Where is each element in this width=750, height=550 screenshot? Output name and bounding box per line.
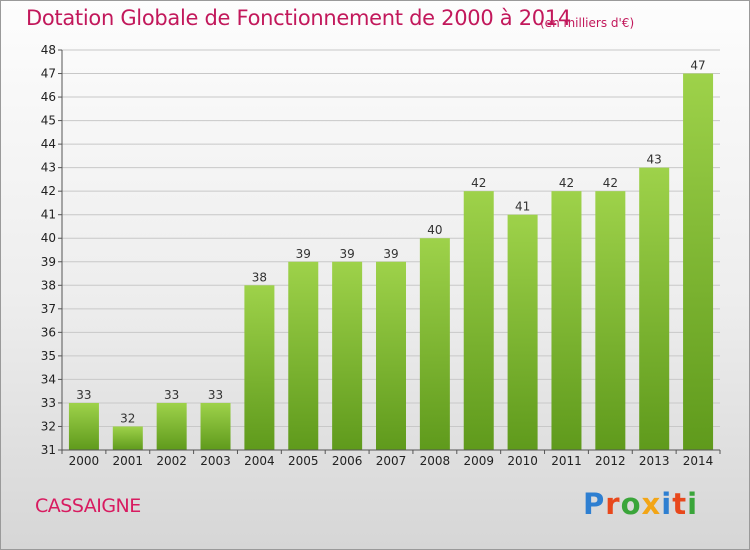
y-tick-label: 31 [41, 443, 56, 457]
data-label-2000: 33 [76, 388, 91, 402]
bar-2008 [419, 238, 450, 450]
bar-2002 [156, 402, 187, 450]
x-tick-label-2004: 2004 [244, 454, 275, 468]
y-tick-label: 48 [41, 43, 56, 57]
bar-2013 [639, 167, 670, 450]
bar-2000 [68, 402, 99, 450]
bars: 33 32 33 33 38 39 39 39 40 42 41 42 42 43 47 [68, 59, 714, 451]
bar-2010 [507, 214, 538, 450]
logo-letter: t [672, 487, 688, 521]
y-tick-label: 40 [41, 231, 56, 245]
y-tick-label: 36 [41, 325, 56, 339]
y-tick-label: 34 [41, 372, 56, 386]
logo-letter: i [687, 487, 699, 521]
data-label-2013: 43 [647, 153, 662, 167]
bar-2003 [200, 402, 231, 450]
y-tick-label: 42 [41, 184, 56, 198]
y-tick-label: 46 [41, 90, 56, 104]
x-tick-label-2007: 2007 [376, 454, 407, 468]
y-tick-label: 38 [41, 278, 56, 292]
x-tick-label-2011: 2011 [551, 454, 582, 468]
bar-2005 [288, 261, 319, 450]
y-tick-label: 33 [41, 396, 56, 410]
bar-2011 [551, 191, 582, 451]
bar-2009 [463, 191, 494, 451]
commune-name: CASSAIGNE [35, 495, 141, 517]
x-tick-label-2005: 2005 [288, 454, 319, 468]
y-tick-label: 39 [41, 255, 56, 269]
y-tick-label: 43 [41, 161, 56, 175]
x-tick-label-2008: 2008 [420, 454, 451, 468]
bar-2001 [112, 426, 143, 450]
bar-2014 [683, 73, 714, 450]
x-tick-label-2003: 2003 [200, 454, 231, 468]
data-label-2001: 32 [120, 411, 135, 425]
proxiti-logo: Proxiti [583, 487, 698, 521]
bar-2004 [244, 285, 275, 450]
y-tick-label: 32 [41, 419, 56, 433]
bar-2012 [595, 191, 626, 451]
logo-letter: r [605, 487, 621, 521]
y-tick-label: 45 [41, 114, 56, 128]
y-tick-label: 47 [41, 67, 56, 81]
data-label-2006: 39 [339, 247, 354, 261]
x-tick-label-2000: 2000 [69, 454, 100, 468]
data-label-2010: 41 [515, 200, 530, 214]
data-label-2004: 38 [252, 270, 267, 284]
data-label-2008: 40 [427, 223, 442, 237]
data-label-2007: 39 [383, 247, 398, 261]
logo-letter: x [641, 487, 662, 521]
logo-letter: P [583, 487, 606, 521]
bar-2007 [376, 261, 406, 450]
x-axis: 2000 2001 2002 2003 2004 2005 2006 2007 2008 2009… [61, 449, 721, 468]
y-tick-label: 35 [41, 349, 56, 363]
x-tick-label-2001: 2001 [113, 454, 144, 468]
x-tick-label-2013: 2013 [639, 454, 670, 468]
data-label-2014: 47 [690, 59, 705, 73]
data-label-2005: 39 [296, 247, 311, 261]
y-tick-label: 37 [41, 302, 56, 316]
data-label-2003: 33 [208, 388, 223, 402]
y-tick-label: 44 [41, 137, 56, 151]
y-tick-label: 41 [41, 208, 56, 222]
x-tick-label-2014: 2014 [683, 454, 714, 468]
x-tick-label-2010: 2010 [507, 454, 538, 468]
chart-title: Dotation Globale de Fonctionnement de 20… [26, 6, 571, 30]
data-label-2011: 42 [559, 176, 574, 190]
x-tick-label-2002: 2002 [156, 454, 187, 468]
logo-letter: o [620, 487, 642, 521]
data-label-2009: 42 [471, 176, 486, 190]
x-tick-label-2006: 2006 [332, 454, 363, 468]
data-label-2012: 42 [603, 176, 618, 190]
x-tick-label-2009: 2009 [463, 454, 494, 468]
x-tick-label-2012: 2012 [595, 454, 626, 468]
bar-2006 [332, 261, 363, 450]
logo-letter: i [661, 487, 673, 521]
unit-note: (en milliers d'€) [540, 16, 635, 30]
data-label-2002: 33 [164, 388, 179, 402]
y-axis: 31 32 33 34 35 36 37 38 39 40 41 42 43 44 45 46 47 48 [41, 43, 63, 457]
